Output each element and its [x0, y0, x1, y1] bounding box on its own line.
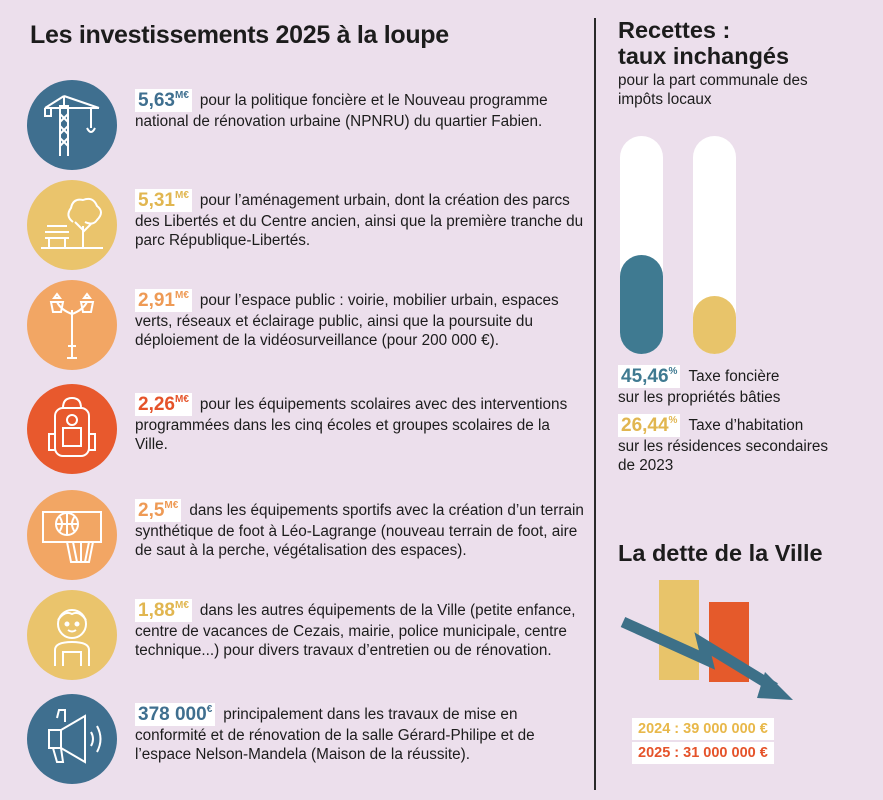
decrease-arrow-head-icon [757, 672, 793, 700]
investment-text: 5,31M€ pour l’aménagement urbain, dont la… [135, 189, 584, 249]
street-lamp-icon [27, 280, 117, 370]
rate-property-tax: 45,46% Taxe foncière sur les propriétés bâ… [618, 365, 781, 406]
investment-item-sports: 2,5M€ dans les équipements sportifs avec … [27, 490, 587, 580]
investment-amount: 1,88M€ [135, 599, 192, 622]
recettes-title: Recettes : taux inchangés [618, 17, 790, 69]
rate-value: 45,46% [618, 365, 681, 388]
debt-bar-2024 [659, 580, 699, 680]
investment-amount: 378 000€ [135, 703, 216, 726]
rate-housing-tax: 26,44% Taxe d’habitation sur les résidence… [618, 414, 829, 474]
school-backpack-icon [27, 384, 117, 474]
investment-amount: 5,31M€ [135, 189, 192, 212]
investment-amount: 2,26M€ [135, 393, 192, 416]
park-bench-tree-icon [27, 180, 117, 270]
investment-amount: 5,63M€ [135, 89, 192, 112]
investment-item-schools: 2,26M€ pour les équipements scolaires ave… [27, 384, 587, 474]
crane-icon [27, 80, 117, 170]
debt-chart [620, 580, 793, 700]
investment-item-culture: 378 000€ principalement dans les travaux … [27, 694, 587, 784]
page-title: Les investissements 2025 à la loupe [30, 21, 449, 49]
rate-bar-property-tax [620, 136, 663, 354]
investment-text: 2,5M€ dans les équipements sportifs avec … [135, 499, 584, 559]
investment-item-urban: 5,31M€ pour l’aménagement urbain, dont la… [27, 180, 587, 270]
investment-text: 2,91M€ pour l’espace public : voirie, mob… [135, 289, 559, 349]
investment-item-land: 5,63M€ pour la politique foncière et le N… [27, 80, 587, 170]
investment-item-public-space: 2,91M€ pour l’espace public : voirie, mob… [27, 280, 587, 370]
debt-label-2025: 2025 : 31 000 000 € [632, 742, 774, 764]
debt-label-2024: 2024 : 39 000 000 € [632, 718, 774, 740]
basketball-hoop-icon [27, 490, 117, 580]
decrease-arrow-icon [620, 616, 778, 693]
investment-text: 1,88M€ dans les autres équipements de la … [135, 599, 576, 659]
column-divider [594, 18, 596, 790]
investment-text: 378 000€ principalement dans les travaux … [135, 703, 535, 763]
investment-text: 2,26M€ pour les équipements scolaires ave… [135, 393, 568, 453]
debt-title: La dette de la Ville [618, 540, 823, 566]
child-icon [27, 590, 117, 680]
recettes-subtitle: pour la part communale des impôts locaux [618, 72, 808, 108]
investment-amount: 2,5M€ [135, 499, 182, 522]
rate-value: 26,44% [618, 414, 681, 437]
investment-amount: 2,91M€ [135, 289, 192, 312]
rate-bar-housing-tax [693, 136, 736, 354]
investment-item-other-facilities: 1,88M€ dans les autres équipements de la … [27, 590, 587, 680]
rate-bar-fill [620, 254, 663, 354]
megaphone-icon [27, 694, 117, 784]
investment-text: 5,63M€ pour la politique foncière et le N… [135, 89, 548, 130]
rate-bar-fill [693, 296, 736, 354]
